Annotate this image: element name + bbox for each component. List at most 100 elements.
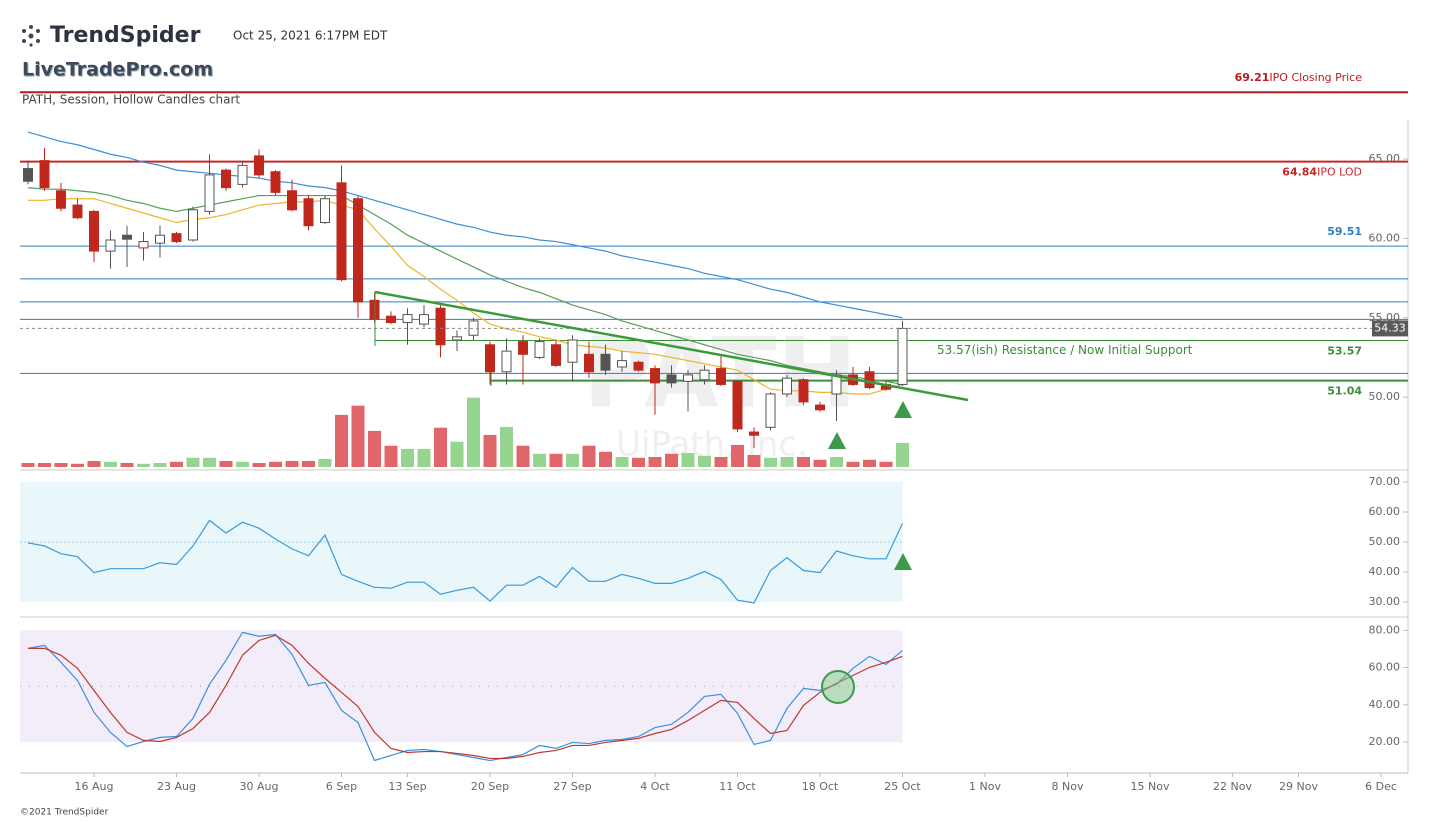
- logo-icon: [22, 25, 40, 47]
- volume-bar: [665, 453, 678, 467]
- x-tick-label: 4 Oct: [640, 780, 670, 793]
- volume-bar: [698, 455, 711, 467]
- volume-bar: [335, 414, 348, 467]
- candle-body: [732, 380, 743, 430]
- candle-body: [435, 307, 446, 346]
- volume-bar: [582, 445, 596, 467]
- volume-bar: [566, 453, 579, 467]
- volume-bar: [417, 448, 431, 467]
- level-value: 51.04: [1327, 385, 1362, 398]
- candle-body: [287, 190, 297, 211]
- level-value: 53.57: [1327, 344, 1362, 357]
- volume-bar: [153, 462, 167, 467]
- candle-body: [518, 341, 528, 355]
- y-tick-label: 60.00: [1369, 231, 1401, 244]
- x-tick-label: 13 Sep: [388, 780, 426, 793]
- x-tick-label: 11 Oct: [719, 780, 756, 793]
- candle-body: [237, 164, 248, 185]
- candle-body: [452, 336, 462, 341]
- volume-bar: [830, 456, 843, 467]
- volume-bar: [203, 457, 216, 467]
- volume-bar: [467, 397, 480, 467]
- y-tick-label: 60.00: [1369, 661, 1401, 674]
- volume-bar: [533, 453, 546, 467]
- candle-body: [270, 171, 281, 193]
- y-tick-label: 30.00: [1369, 595, 1401, 608]
- moving-average: [27, 131, 903, 319]
- crossover-circle: [821, 670, 855, 704]
- candle-body: [567, 339, 578, 363]
- candle-body: [501, 350, 512, 373]
- timestamp: Oct 25, 2021 6:17PM EDT: [233, 29, 388, 43]
- volume-bar: [731, 444, 744, 467]
- level-text: IPO LOD: [1317, 166, 1362, 179]
- candle-body: [584, 353, 594, 373]
- volume-bar: [21, 462, 35, 467]
- last-price-box: [1372, 320, 1408, 337]
- volume-bar: [483, 434, 497, 467]
- site: LiveTradePro.com: [22, 59, 213, 81]
- volume-bar: [54, 462, 68, 467]
- candle-body: [897, 327, 908, 385]
- volume-bar: [351, 405, 365, 467]
- candle-body: [749, 431, 759, 436]
- candle-body: [798, 379, 809, 403]
- candle-body: [155, 234, 165, 244]
- candle-body: [72, 204, 83, 219]
- y-tick-label: 40.00: [1369, 698, 1401, 711]
- x-tick-label: 25 Oct: [884, 780, 921, 793]
- volume-bar: [434, 427, 447, 467]
- candle-body: [650, 368, 660, 384]
- candle-body: [617, 360, 627, 368]
- volume-bar: [648, 456, 662, 467]
- candle-body: [551, 344, 561, 366]
- volume-bar: [896, 442, 909, 467]
- level-text: IPO Closing Price: [1269, 71, 1362, 84]
- volume-bar: [714, 456, 728, 467]
- candle-body: [815, 404, 825, 411]
- candle-body: [386, 315, 396, 324]
- candle-body: [765, 393, 776, 428]
- candle-body: [204, 174, 215, 212]
- volume-bar: [500, 426, 513, 467]
- candle-body: [864, 371, 875, 389]
- volume-bar: [747, 454, 761, 467]
- volume-bar: [120, 462, 134, 467]
- indicator-line: [27, 519, 904, 604]
- x-tick-label: 16 Aug: [75, 780, 114, 793]
- indicator-line: [27, 631, 903, 762]
- level-label: 64.84IPO LOD: [1282, 166, 1362, 179]
- volume-bar: [137, 463, 150, 467]
- volume-bar: [71, 463, 84, 467]
- x-tick-label: 6 Sep: [326, 780, 357, 793]
- candle-body: [699, 369, 710, 381]
- x-tick-label: 30 Aug: [240, 780, 279, 793]
- volume-bar: [87, 460, 101, 467]
- x-tick-label: 20 Sep: [471, 780, 509, 793]
- volume-bar: [384, 445, 398, 467]
- candle-body: [89, 210, 99, 252]
- candle-body: [683, 374, 693, 382]
- x-tick-label: 29 Nov: [1279, 780, 1318, 793]
- signal-arrow: [828, 432, 846, 449]
- brand: TrendSpider: [50, 23, 201, 48]
- volume-bar: [813, 459, 827, 467]
- y-tick-label: 40.00: [1369, 565, 1401, 578]
- annotation: 53.57(ish) Resistance / Now Initial Supp…: [937, 343, 1193, 357]
- volume-bar: [302, 460, 315, 467]
- level-label: 51.04: [1327, 385, 1362, 398]
- level-value: 64.84: [1282, 166, 1317, 179]
- volume-bar: [236, 461, 249, 467]
- signal-arrow: [894, 401, 912, 418]
- moving-average: [27, 187, 903, 386]
- candle-body: [402, 314, 413, 324]
- y-tick-label: 70.00: [1369, 475, 1401, 488]
- volume-bar: [764, 457, 777, 467]
- trendline: [374, 290, 969, 402]
- candle-body: [23, 168, 33, 182]
- level-value: 69.21: [1235, 71, 1270, 84]
- y-tick-label: 50.00: [1369, 390, 1401, 403]
- volume-bar: [846, 461, 860, 467]
- candle-body: [666, 374, 677, 384]
- volume-bar: [401, 448, 414, 467]
